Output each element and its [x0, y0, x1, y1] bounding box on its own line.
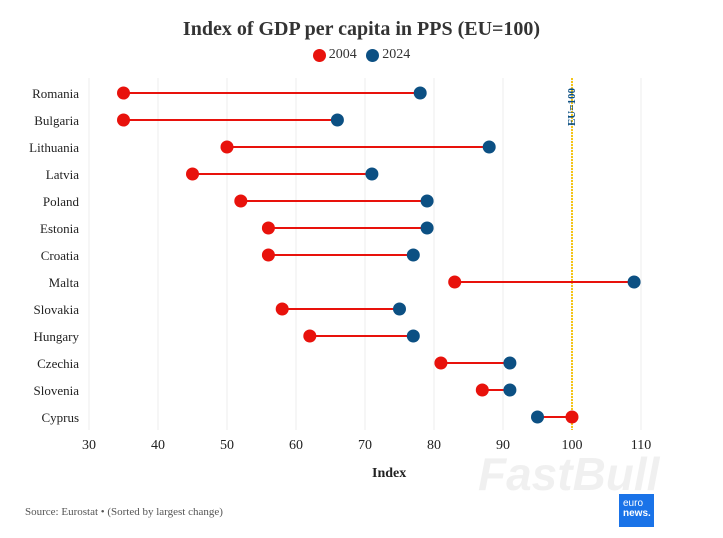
category-label: Estonia: [40, 221, 79, 236]
chart-title: Index of GDP per capita in PPS (EU=100): [182, 18, 541, 40]
category-label: Malta: [49, 275, 80, 290]
point-2004: [275, 302, 289, 316]
category-label: Croatia: [41, 248, 79, 263]
point-2004: [303, 329, 317, 343]
category-label: Slovenia: [34, 383, 80, 398]
point-2024: [420, 221, 434, 235]
x-tick-label: 50: [220, 438, 234, 453]
category-label: Hungary: [34, 329, 80, 344]
category-label: Poland: [43, 194, 80, 209]
point-2024: [393, 302, 406, 316]
legend-label: 2004: [328, 47, 357, 62]
legend-marker: [366, 48, 380, 62]
x-tick-label: 30: [82, 438, 96, 453]
legend: 2004 2024: [0, 47, 723, 67]
point-2004: [565, 410, 579, 424]
point-2004: [117, 86, 130, 100]
point-2024: [482, 140, 496, 154]
category-label: Latvia: [46, 167, 79, 182]
point-2004: [234, 194, 248, 208]
legend-label: 2024: [382, 47, 411, 62]
x-tick-label: 60: [289, 438, 303, 453]
category-label: Cyprus: [41, 410, 79, 425]
point-2024: [531, 410, 544, 424]
x-tick-label: 90: [496, 438, 510, 453]
category-label: Lithuania: [29, 140, 79, 155]
point-2024: [420, 194, 434, 208]
category-label: Slovakia: [34, 302, 80, 317]
point-2024: [330, 113, 344, 127]
category-label: Czechia: [37, 356, 79, 371]
legend-item-2004: 2004: [312, 47, 357, 63]
x-tick-label: 100: [562, 438, 583, 453]
point-2024: [503, 383, 517, 397]
source-note: Source: Eurostat • (Sorted by largest ch…: [25, 506, 223, 518]
euronews-logo: euro news.: [619, 494, 654, 527]
reference-line-label: EU=100: [566, 87, 578, 126]
point-2024: [406, 329, 420, 343]
point-2004: [448, 275, 462, 289]
point-2024: [413, 86, 427, 100]
category-label: Romania: [32, 86, 79, 101]
point-2004: [475, 383, 489, 397]
watermark: FastBull: [478, 448, 660, 500]
category-label: Bulgaria: [34, 113, 79, 128]
x-tick-label: 70: [358, 438, 372, 453]
x-tick-label: 40: [151, 438, 165, 453]
point-2004: [220, 140, 234, 154]
point-2024: [365, 167, 379, 181]
point-2004: [117, 113, 130, 127]
x-tick-label: 110: [631, 438, 651, 453]
point-2004: [261, 221, 275, 235]
point-2004: [186, 167, 199, 181]
legend-item-2024: 2024: [366, 47, 410, 63]
point-2024: [627, 275, 641, 289]
point-2004: [261, 248, 275, 262]
point-2024: [503, 356, 517, 370]
x-axis-label: Index: [372, 466, 406, 481]
x-tick-label: 80: [427, 438, 441, 453]
point-2004: [434, 356, 448, 370]
point-2024: [406, 248, 420, 262]
legend-marker: [312, 48, 326, 62]
